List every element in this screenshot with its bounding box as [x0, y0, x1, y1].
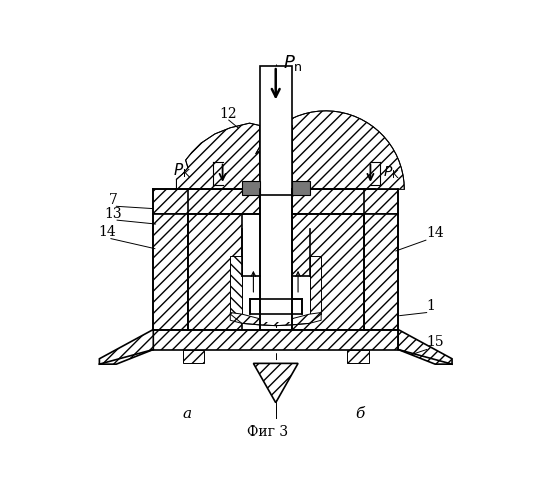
- Polygon shape: [153, 330, 398, 349]
- Text: 14: 14: [427, 226, 444, 240]
- Text: Фиг 3: Фиг 3: [247, 425, 288, 439]
- Polygon shape: [364, 214, 398, 330]
- Polygon shape: [153, 190, 259, 214]
- Text: б: б: [355, 407, 364, 421]
- Polygon shape: [259, 194, 292, 322]
- Polygon shape: [230, 312, 321, 326]
- Text: 1: 1: [427, 299, 436, 313]
- Polygon shape: [242, 276, 309, 318]
- Polygon shape: [250, 298, 302, 314]
- Text: $P_{\rm n}$: $P_{\rm n}$: [282, 52, 302, 72]
- Polygon shape: [292, 190, 398, 214]
- Polygon shape: [292, 214, 364, 330]
- Text: а: а: [182, 407, 192, 421]
- Polygon shape: [230, 256, 242, 314]
- Polygon shape: [188, 214, 242, 330]
- Polygon shape: [242, 181, 259, 194]
- Text: 13: 13: [104, 207, 122, 221]
- Polygon shape: [348, 350, 369, 364]
- Polygon shape: [398, 330, 452, 364]
- Polygon shape: [100, 330, 153, 364]
- Polygon shape: [292, 181, 309, 194]
- Polygon shape: [253, 364, 298, 403]
- Text: $P_{\rm K}$: $P_{\rm K}$: [173, 162, 191, 180]
- Polygon shape: [176, 123, 259, 190]
- Text: 15: 15: [427, 336, 444, 349]
- Text: 14: 14: [98, 224, 116, 238]
- Text: $P_{\rm K}$: $P_{\rm K}$: [383, 165, 400, 182]
- Polygon shape: [153, 214, 188, 330]
- Text: 7: 7: [109, 193, 117, 207]
- Text: 12: 12: [220, 107, 237, 120]
- Polygon shape: [256, 111, 405, 190]
- Polygon shape: [259, 66, 292, 194]
- Polygon shape: [182, 350, 204, 364]
- Polygon shape: [309, 256, 321, 314]
